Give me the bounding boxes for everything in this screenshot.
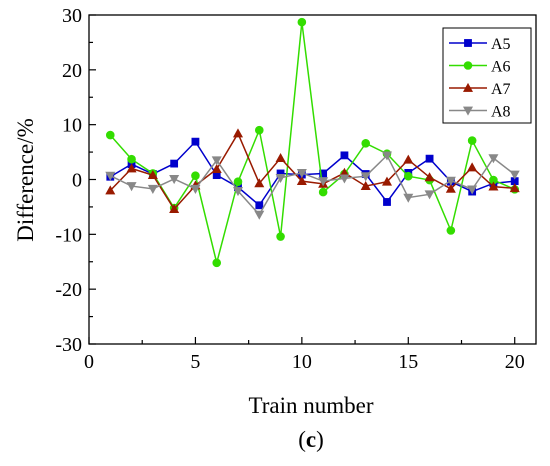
data-point xyxy=(383,198,391,206)
legend-label: A8 xyxy=(491,104,511,121)
data-point xyxy=(232,187,244,197)
caption-open: ( xyxy=(298,427,306,452)
legend-label: A7 xyxy=(491,81,511,98)
data-point xyxy=(446,226,456,235)
x-tick-label: 10 xyxy=(292,351,312,373)
figure-caption: (c) xyxy=(298,427,324,452)
legend-item-A8: A8 xyxy=(449,104,511,121)
legend-marker xyxy=(463,61,473,70)
data-point xyxy=(381,176,393,186)
x-tick-label: 15 xyxy=(398,351,418,373)
data-point xyxy=(276,232,285,241)
series-line xyxy=(109,131,515,211)
legend-marker xyxy=(462,106,474,116)
data-point xyxy=(467,136,477,145)
data-point xyxy=(445,176,456,186)
data-point xyxy=(191,137,200,146)
data-point xyxy=(169,203,180,214)
axes: 0 5 10 15 20 -30 -20 -10 0 10 20 30 xyxy=(55,5,537,373)
legend-box xyxy=(442,27,532,124)
x-tick-label: 20 xyxy=(505,351,525,373)
data-point xyxy=(381,151,393,161)
legend: A5 A6 A7 A8 xyxy=(442,27,532,124)
x-axis-title: Train number xyxy=(248,393,373,418)
legend-item-A5: A5 xyxy=(449,36,511,53)
x-tick-label: 5 xyxy=(190,351,200,373)
data-point xyxy=(170,159,179,168)
data-point xyxy=(212,258,222,268)
data-point xyxy=(126,163,137,173)
data-point xyxy=(127,154,136,164)
series-line xyxy=(109,22,516,264)
data-point xyxy=(254,210,265,220)
y-tick-label: -10 xyxy=(55,224,82,246)
legend-label: A6 xyxy=(491,59,511,76)
data-point xyxy=(360,172,371,182)
data-point xyxy=(191,171,200,180)
legend-item-A6: A6 xyxy=(449,59,511,76)
y-tick-label: -30 xyxy=(55,334,82,356)
data-point xyxy=(105,130,115,140)
data-point xyxy=(488,181,499,191)
data-point xyxy=(254,178,265,188)
series-line xyxy=(109,140,515,207)
data-point xyxy=(126,182,137,192)
data-point xyxy=(254,125,264,135)
data-point xyxy=(403,171,413,181)
series-line xyxy=(109,154,516,216)
y-tick-label: 20 xyxy=(62,60,82,82)
data-point xyxy=(467,185,478,195)
data-point xyxy=(318,177,329,187)
data-point xyxy=(488,154,499,164)
data-point xyxy=(233,177,243,186)
data-point xyxy=(318,187,328,197)
data-point xyxy=(360,180,371,190)
data-point xyxy=(509,170,520,180)
data-point xyxy=(509,183,520,193)
data-point xyxy=(403,193,414,203)
series-A7 xyxy=(105,128,520,214)
x-tick-label: 0 xyxy=(84,351,94,373)
data-point xyxy=(169,175,180,185)
data-point xyxy=(211,163,222,173)
data-point xyxy=(147,184,158,194)
y-tick-label: 10 xyxy=(62,115,82,137)
y-tick-label: 30 xyxy=(62,5,82,27)
caption-close: ) xyxy=(316,427,324,452)
y-tick-label: 0 xyxy=(72,170,82,192)
y-tick-label: -20 xyxy=(55,279,82,301)
data-point xyxy=(296,176,307,186)
data-point xyxy=(232,128,244,138)
data-point xyxy=(275,173,286,183)
series-layer xyxy=(105,17,520,268)
data-point xyxy=(467,162,478,172)
data-point xyxy=(339,174,350,184)
data-point xyxy=(105,171,116,181)
data-point xyxy=(105,185,116,195)
data-point xyxy=(255,201,264,210)
legend-marker xyxy=(464,39,472,47)
legend-item-A7: A7 xyxy=(449,81,511,98)
data-point xyxy=(297,17,307,27)
y-axis-title: Difference/% xyxy=(13,118,38,241)
data-point xyxy=(361,139,371,148)
legend-marker xyxy=(462,82,474,92)
data-point xyxy=(211,156,222,166)
data-point xyxy=(190,184,201,194)
series-A8 xyxy=(105,151,520,220)
data-point xyxy=(319,169,328,178)
data-point xyxy=(275,152,286,163)
data-point xyxy=(296,169,307,179)
legend-label: A5 xyxy=(491,36,511,53)
data-point xyxy=(445,183,456,193)
data-point xyxy=(340,151,349,160)
data-point xyxy=(425,154,434,163)
data-point xyxy=(424,190,435,200)
caption-letter: c xyxy=(306,427,316,452)
data-point xyxy=(147,169,158,180)
data-point xyxy=(403,154,414,164)
data-point xyxy=(424,172,435,182)
